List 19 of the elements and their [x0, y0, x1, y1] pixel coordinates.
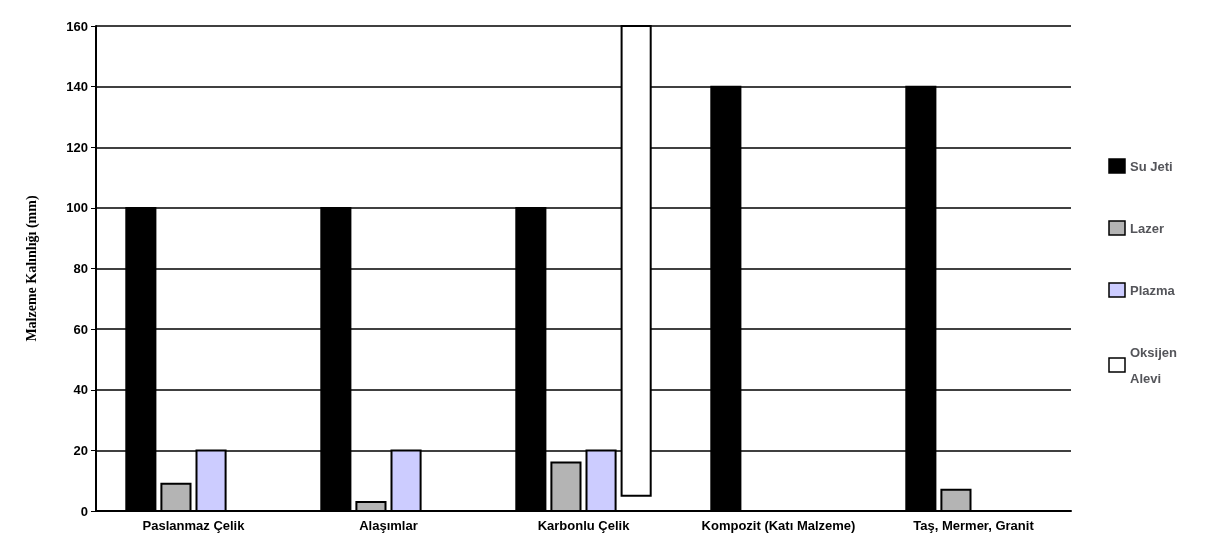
legend-label: Oksijen Alevi: [1130, 344, 1181, 386]
y-tick-label: 80: [73, 261, 88, 276]
y-tick-label: 20: [73, 442, 88, 458]
legend-label: Su Jeti: [1130, 158, 1173, 174]
y-tick-label: 0: [80, 503, 88, 519]
y-tick-label: 120: [66, 139, 88, 155]
y-tick-label: 40: [73, 382, 88, 398]
x-tick-label: Kompozit (Katı Malzeme): [701, 518, 856, 533]
y-axis-title: Malzeme Kalınlığı (mm): [23, 195, 40, 342]
y-tick-label: 140: [66, 79, 88, 95]
y-tick-label: 160: [66, 18, 88, 34]
x-tick-label: Taş, Mermer, Granit: [913, 518, 1035, 533]
legend-label: Plazma: [1130, 282, 1176, 298]
legend-label: Lazer: [1130, 220, 1164, 236]
y-tick-label: 100: [66, 200, 88, 216]
y-tick-label: 60: [73, 321, 88, 337]
x-tick-label: Karbonlu Çelik: [537, 518, 631, 533]
x-tick-label: Alaşımlar: [359, 518, 418, 533]
x-tick-label: Paslanmaz Çelik: [142, 518, 246, 533]
